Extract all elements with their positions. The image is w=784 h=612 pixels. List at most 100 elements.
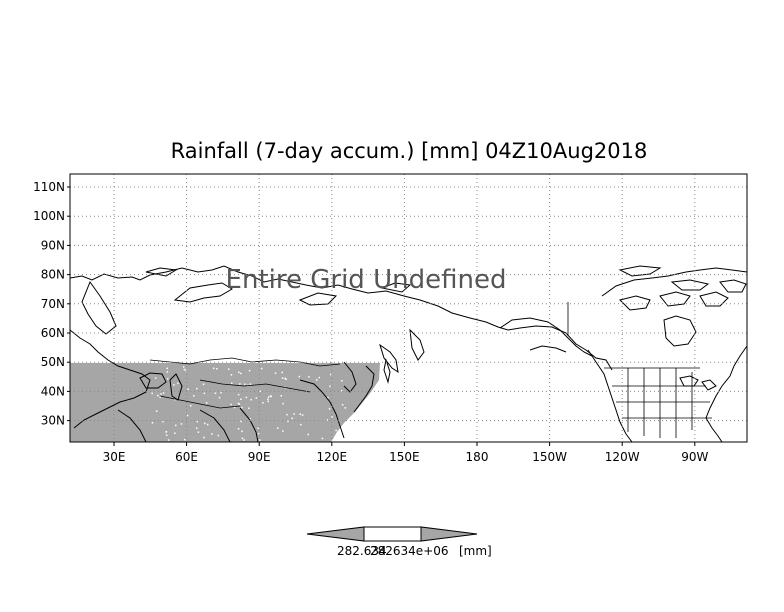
speckle bbox=[190, 405, 192, 407]
chart-title: Rainfall (7-day accum.) [mm] 04Z10Aug201… bbox=[171, 139, 648, 163]
speckle bbox=[258, 433, 260, 435]
speckle bbox=[330, 373, 332, 376]
speckle bbox=[247, 384, 249, 386]
speckle bbox=[205, 402, 208, 404]
speckle bbox=[249, 383, 252, 385]
speckle bbox=[257, 427, 259, 429]
undefined-data-region bbox=[70, 363, 380, 442]
political-boundaries bbox=[149, 302, 712, 438]
speckle bbox=[344, 407, 346, 409]
speckle bbox=[341, 404, 344, 406]
speckle bbox=[233, 406, 236, 409]
speckle bbox=[202, 383, 205, 385]
speckle bbox=[245, 396, 248, 399]
speckle bbox=[214, 392, 217, 394]
speckle bbox=[230, 403, 232, 406]
speckle bbox=[274, 372, 277, 374]
speckle bbox=[337, 437, 340, 440]
speckle bbox=[220, 391, 222, 394]
speckle bbox=[186, 414, 189, 417]
longitude-label: 90W bbox=[681, 450, 708, 464]
speckle bbox=[240, 420, 242, 423]
speckle bbox=[167, 378, 169, 380]
colorbar-middle-box bbox=[363, 526, 422, 542]
latitude-labels: 110N 100N 90N 80N 70N 60N 50N 40N 30N bbox=[33, 180, 70, 428]
speckle bbox=[162, 392, 165, 394]
speckle bbox=[243, 439, 245, 441]
speckle bbox=[255, 397, 258, 399]
speckle bbox=[241, 430, 243, 433]
longitude-label: 30E bbox=[103, 450, 126, 464]
speckle bbox=[162, 420, 164, 423]
speckle bbox=[165, 431, 167, 433]
speckle bbox=[241, 406, 243, 409]
speckle bbox=[316, 379, 318, 381]
coastlines bbox=[69, 265, 748, 443]
undefined-grid-message: Entire Grid Undefined bbox=[226, 265, 507, 295]
speckle bbox=[167, 439, 170, 441]
longitude-label: 120E bbox=[317, 450, 348, 464]
latitude-label: 100N bbox=[33, 209, 65, 223]
speckle bbox=[331, 416, 333, 418]
speckle bbox=[154, 377, 157, 379]
grid-lines bbox=[70, 174, 747, 442]
speckle bbox=[185, 369, 187, 372]
speckle bbox=[329, 385, 331, 388]
speckle bbox=[239, 383, 241, 385]
speckle bbox=[166, 371, 169, 373]
longitude-label: 120W bbox=[605, 450, 640, 464]
colorbar: 282.634 282634e+06 [mm] bbox=[306, 526, 492, 558]
speckle bbox=[166, 367, 168, 370]
speckle bbox=[300, 423, 302, 426]
speckle bbox=[196, 387, 198, 390]
speckle bbox=[213, 367, 215, 370]
speckle bbox=[228, 368, 230, 370]
speckle bbox=[299, 413, 301, 415]
speckle bbox=[328, 408, 331, 410]
speckle bbox=[248, 407, 250, 409]
speckle bbox=[293, 413, 295, 415]
speckle bbox=[193, 395, 195, 397]
speckle bbox=[174, 432, 176, 434]
speckle bbox=[180, 423, 183, 425]
latitude-label: 40N bbox=[41, 384, 65, 398]
speckle bbox=[238, 403, 241, 405]
plot-frame bbox=[69, 173, 748, 443]
speckle bbox=[307, 433, 309, 436]
longitude-label: 60E bbox=[175, 450, 198, 464]
longitude-labels: 30E 60E 90E 120E 150E 180 150W 120W 90W bbox=[103, 442, 708, 464]
latitude-label: 110N bbox=[33, 180, 65, 194]
speckle bbox=[267, 396, 270, 398]
speckle bbox=[237, 402, 240, 405]
latitude-label: 60N bbox=[41, 326, 65, 340]
speckle bbox=[318, 376, 321, 379]
speckle bbox=[196, 427, 198, 429]
speckle bbox=[177, 382, 179, 385]
speckle bbox=[281, 377, 284, 379]
speckle bbox=[182, 366, 185, 368]
speckle bbox=[216, 368, 218, 370]
speckle bbox=[267, 400, 269, 403]
speckle bbox=[151, 422, 154, 424]
longitude-label: 180 bbox=[466, 450, 489, 464]
speckle bbox=[301, 414, 304, 416]
speckle bbox=[197, 431, 200, 433]
speckle bbox=[204, 422, 206, 425]
latitude-label: 80N bbox=[41, 268, 65, 282]
speckle bbox=[277, 427, 279, 429]
speckle bbox=[160, 393, 162, 395]
speckle bbox=[280, 395, 282, 397]
speckle bbox=[298, 375, 301, 378]
colorbar-max-label: 282634e+06 bbox=[370, 544, 449, 558]
right-triangle-icon bbox=[420, 526, 478, 542]
speckle bbox=[238, 371, 240, 374]
speckle bbox=[335, 429, 337, 432]
speckle bbox=[237, 393, 240, 396]
speckle bbox=[321, 437, 324, 440]
speckle bbox=[218, 396, 221, 399]
speckle bbox=[187, 388, 189, 390]
longitude-label: 90E bbox=[248, 450, 271, 464]
speckle bbox=[241, 437, 244, 440]
colorbar-unit-label: [mm] bbox=[459, 544, 492, 558]
